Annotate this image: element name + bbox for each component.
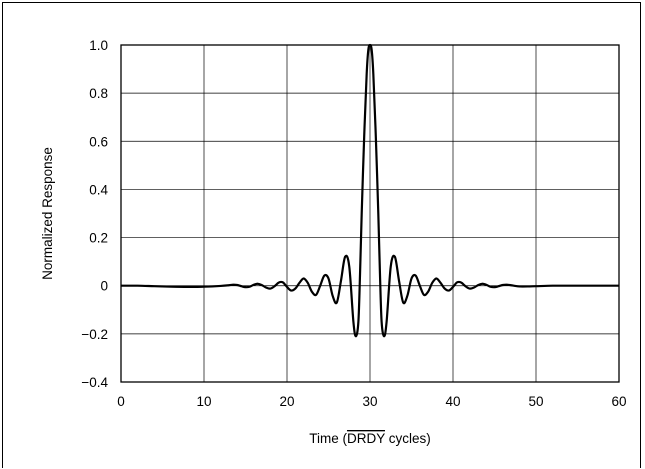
x-tick-label: 20	[279, 394, 294, 409]
y-tick-label: 0.4	[89, 182, 108, 197]
x-tick-label: 10	[196, 394, 211, 409]
y-tick-label: 0.6	[89, 134, 108, 149]
grid	[120, 44, 620, 383]
y-tick-label: 0.8	[89, 86, 108, 101]
y-axis-title: Normalized Response	[40, 147, 55, 280]
x-axis-ticks: 0 10 20 30 40 50 60	[117, 394, 626, 409]
plot-area-border	[120, 44, 620, 383]
y-tick-label: 0	[100, 279, 108, 294]
x-tick-label: 0	[117, 394, 125, 409]
x-axis-title: Time (DRDY cycles)	[309, 431, 431, 446]
y-tick-label: 0.2	[89, 231, 108, 246]
x-tick-label: 60	[611, 394, 626, 409]
x-tick-label: 30	[362, 394, 377, 409]
x-tick-label: 40	[445, 394, 460, 409]
y-axis-ticks: 1.0 0.8 0.6 0.4 0.2 0 −0.2 −0.4	[81, 38, 108, 390]
y-tick-label: −0.2	[81, 327, 108, 342]
x-axis-title-prefix: Time (	[309, 431, 347, 446]
y-tick-label: 1.0	[89, 38, 108, 53]
x-tick-label: 50	[528, 394, 543, 409]
x-axis-title-suffix: cycles)	[385, 431, 431, 446]
y-tick-label: −0.4	[81, 375, 108, 390]
x-axis-title-drdy: DRDY	[347, 431, 385, 446]
